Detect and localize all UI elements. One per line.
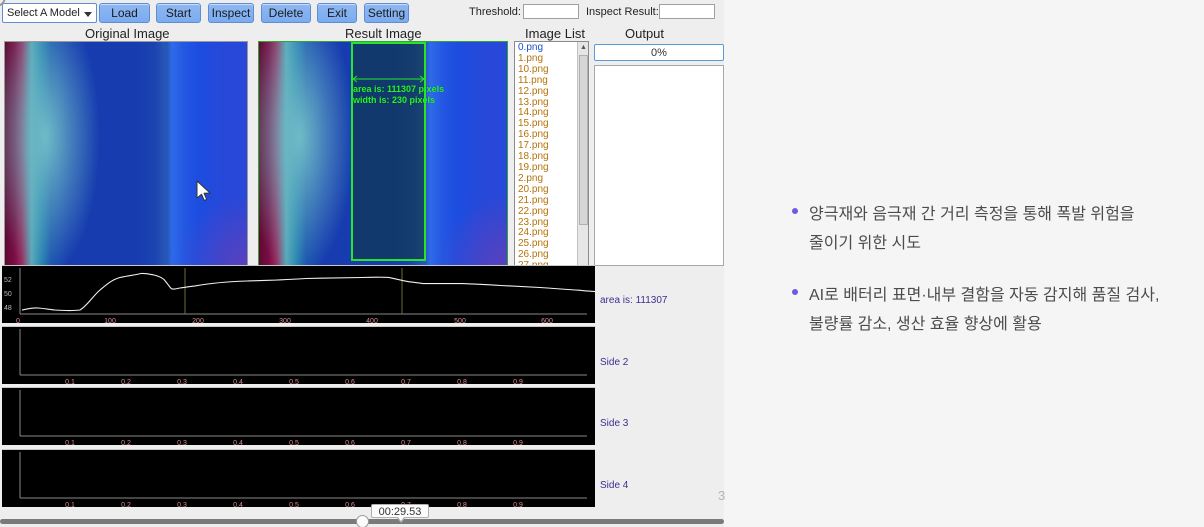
svg-text:0.1: 0.1 — [65, 502, 75, 508]
svg-text:0.2: 0.2 — [121, 440, 131, 446]
svg-text:0.7: 0.7 — [401, 440, 411, 446]
svg-text:50: 50 — [4, 291, 12, 298]
svg-text:0.5: 0.5 — [289, 440, 299, 446]
svg-text:0: 0 — [16, 318, 20, 324]
svg-text:0.2: 0.2 — [121, 379, 131, 385]
svg-text:500: 500 — [454, 318, 466, 324]
svg-text:0.4: 0.4 — [233, 502, 243, 508]
svg-text:0.3: 0.3 — [177, 379, 187, 385]
svg-text:48: 48 — [4, 305, 12, 312]
svg-text:400: 400 — [366, 318, 378, 324]
svg-text:0.9: 0.9 — [513, 379, 523, 385]
svg-text:0.4: 0.4 — [233, 440, 243, 446]
svg-text:0.2: 0.2 — [121, 502, 131, 508]
svg-text:0.9: 0.9 — [513, 502, 523, 508]
svg-text:200: 200 — [192, 318, 204, 324]
svg-text:100: 100 — [104, 318, 116, 324]
svg-text:0.1: 0.1 — [65, 379, 75, 385]
svg-text:0.5: 0.5 — [289, 502, 299, 508]
svg-text:0.8: 0.8 — [457, 502, 467, 508]
svg-text:0.1: 0.1 — [65, 440, 75, 446]
svg-text:0.3: 0.3 — [177, 502, 187, 508]
svg-text:0.6: 0.6 — [345, 379, 355, 385]
svg-text:0.6: 0.6 — [345, 502, 355, 508]
svg-text:0.5: 0.5 — [289, 379, 299, 385]
svg-text:0.4: 0.4 — [233, 379, 243, 385]
svg-text:0.7: 0.7 — [401, 379, 411, 385]
svg-text:0.6: 0.6 — [345, 440, 355, 446]
svg-text:0.3: 0.3 — [177, 440, 187, 446]
svg-text:0.9: 0.9 — [513, 440, 523, 446]
svg-text:52: 52 — [4, 277, 12, 284]
svg-text:600: 600 — [541, 318, 553, 324]
svg-text:300: 300 — [279, 318, 291, 324]
svg-text:0.8: 0.8 — [457, 440, 467, 446]
svg-text:0.8: 0.8 — [457, 379, 467, 385]
